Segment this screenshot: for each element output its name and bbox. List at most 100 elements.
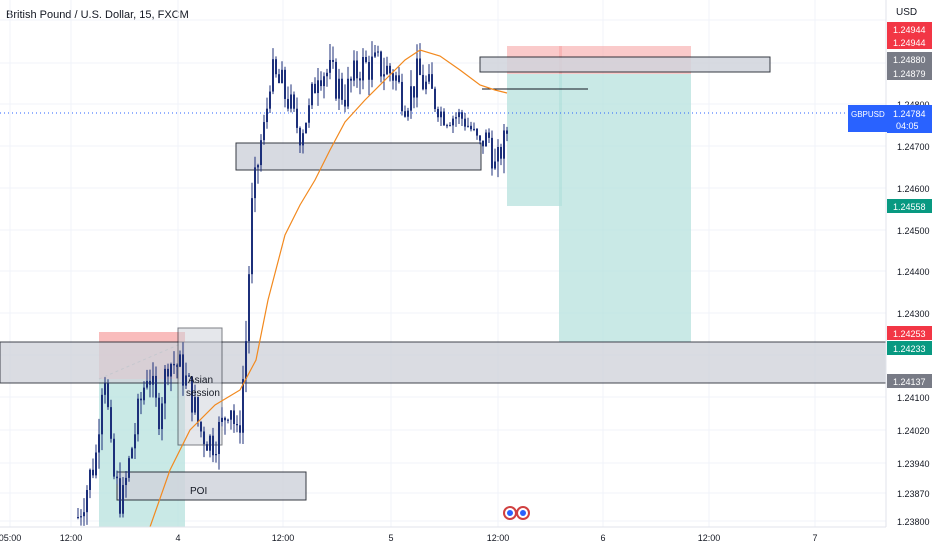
candle-body: [281, 69, 283, 84]
candle-body: [293, 94, 295, 109]
short-target-box-2: [559, 74, 691, 342]
candle-body: [395, 75, 397, 81]
candle-body: [218, 421, 220, 455]
candle-body: [149, 380, 151, 385]
candle-body: [347, 78, 349, 107]
candle-body: [431, 74, 433, 89]
candle-body: [491, 137, 493, 169]
candle-body: [446, 125, 448, 127]
price-badge-take-profit-high: [887, 22, 932, 36]
candle-body: [230, 410, 232, 420]
candle-body: [464, 118, 466, 127]
candle-body: [266, 108, 268, 123]
asian-session-label-1: Asian: [188, 375, 213, 386]
current-price-label: 1.24784: [893, 109, 926, 119]
candle-body: [344, 99, 346, 107]
candle-body: [449, 125, 451, 127]
candle-body: [440, 111, 442, 118]
candle-body: [299, 127, 301, 146]
candle-body: [437, 108, 439, 118]
candle-body: [386, 65, 388, 75]
candle-body: [119, 478, 121, 514]
candle-body: [314, 83, 316, 94]
candle-body: [305, 122, 307, 134]
candle-body: [179, 354, 181, 367]
candle-body: [476, 128, 478, 136]
candle-body: [470, 125, 472, 130]
price-badge-text: 1.24137: [893, 377, 926, 387]
candle-body: [242, 379, 244, 433]
candle-body: [248, 274, 250, 342]
candle-body: [164, 368, 166, 404]
candle-body: [419, 58, 421, 75]
candle-body: [170, 363, 172, 377]
price-badge-zone-bottom: [887, 66, 932, 80]
candle-body: [443, 111, 445, 126]
y-tick-label: 1.24020: [897, 426, 930, 436]
short-target-box-1: [507, 74, 562, 206]
candle-body: [110, 407, 112, 439]
candle-body: [404, 111, 406, 117]
candle-body: [272, 59, 274, 92]
candle-body: [284, 69, 286, 99]
candle-body: [323, 76, 325, 87]
price-badge-text: 1.24253: [893, 329, 926, 339]
support-zone: [235, 142, 482, 171]
candle-body: [485, 132, 487, 147]
x-tick-label: 12:00: [487, 533, 510, 543]
candle-body: [122, 485, 124, 514]
price-badge-target-short: [887, 199, 932, 213]
candle-body: [332, 59, 334, 62]
candle-body: [146, 380, 148, 388]
candle-body: [137, 398, 139, 435]
y-tick-label: 1.24700: [897, 142, 930, 152]
candle-body: [416, 58, 418, 98]
candle-body: [275, 59, 277, 75]
price-badge-text: 1.24233: [893, 344, 926, 354]
candle-body: [245, 341, 247, 380]
candle-body: [269, 91, 271, 109]
candle-body: [185, 375, 187, 386]
candle-body: [413, 86, 415, 98]
candle-body: [461, 112, 463, 119]
candle-body: [326, 72, 328, 77]
price-badge-zone-top: [887, 52, 932, 66]
candle-body: [434, 88, 436, 109]
candle-body: [239, 425, 241, 433]
candle-body: [371, 56, 373, 80]
candle-body: [425, 81, 427, 90]
candle-body: [257, 165, 259, 168]
candle-body: [167, 368, 169, 377]
candle-body: [350, 78, 352, 81]
candle-body: [107, 383, 109, 408]
candle-body: [212, 435, 214, 456]
price-badge-text: 1.24880: [893, 55, 926, 65]
candle-body: [407, 110, 409, 117]
candle-body: [227, 419, 229, 421]
candle-body: [203, 431, 205, 445]
candle-body: [452, 118, 454, 126]
candle-body: [89, 469, 91, 491]
countdown-label: 04:05: [896, 121, 919, 131]
candle-body: [287, 98, 289, 109]
candle-body: [191, 376, 193, 413]
symbol-badge: [848, 105, 888, 132]
candle-body: [428, 74, 430, 82]
candle-body: [260, 140, 262, 166]
candle-body: [206, 444, 208, 451]
candle-body: [302, 133, 304, 146]
price-badge-text: 1.24944: [893, 25, 926, 35]
event-flag-dot: [520, 510, 526, 516]
candle-body: [161, 403, 163, 430]
x-tick-label: 12:00: [698, 533, 721, 543]
candle-body: [311, 83, 313, 106]
candle-body: [101, 394, 103, 435]
candle-body: [104, 383, 106, 395]
candle-body: [392, 73, 394, 81]
candle-body: [233, 410, 235, 424]
x-tick-label: 5: [388, 533, 393, 543]
candle-body: [215, 454, 217, 456]
long-target-box: [99, 379, 185, 527]
